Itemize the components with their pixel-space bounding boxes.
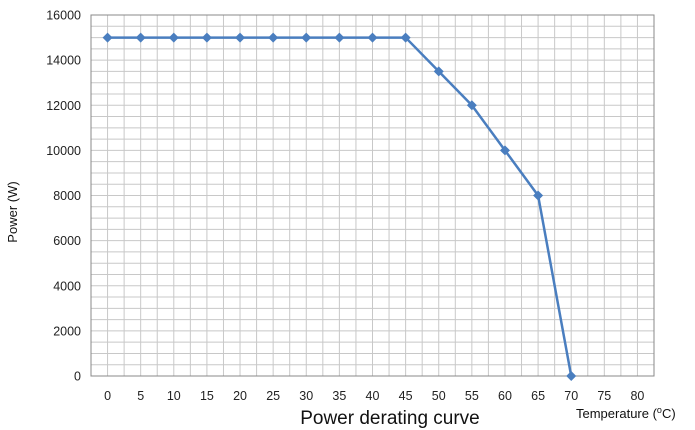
- x-tick-label: 45: [399, 389, 413, 403]
- y-tick-label: 8000: [53, 189, 81, 203]
- x-axis-label-main: Temperature (: [576, 406, 658, 421]
- data-point-marker: [334, 32, 345, 43]
- data-point-marker: [235, 32, 246, 43]
- y-tick-label: 4000: [53, 279, 81, 293]
- chart-title: Power derating curve: [300, 408, 480, 429]
- y-tick-label: 0: [74, 370, 81, 384]
- data-point-marker: [367, 32, 378, 43]
- grid: [90, 14, 655, 377]
- data-point-marker: [566, 371, 577, 381]
- x-axis-label-unit: C): [662, 406, 676, 421]
- y-tick-label: 6000: [53, 234, 81, 248]
- y-tick-label: 16000: [46, 9, 81, 23]
- x-tick-label: 5: [137, 389, 144, 403]
- data-point-marker: [102, 32, 113, 43]
- x-tick-label: 25: [266, 389, 280, 403]
- data-point-marker: [400, 32, 411, 43]
- series-power: [102, 32, 577, 381]
- data-point-marker: [201, 32, 212, 43]
- data-point-marker: [268, 32, 279, 43]
- x-tick-label: 70: [564, 389, 578, 403]
- x-tick-label: 40: [366, 389, 380, 403]
- data-point-marker: [466, 100, 477, 111]
- y-tick-label: 14000: [46, 54, 81, 68]
- plot-frame: [90, 14, 655, 377]
- data-point-marker: [135, 32, 146, 43]
- x-tick-label: 65: [531, 389, 545, 403]
- y-tick-labels: 0 2000 4000 6000 8000 10000 12000 14000 16000: [46, 9, 81, 384]
- data-point-marker: [499, 145, 510, 156]
- y-tick-label: 10000: [46, 144, 81, 158]
- data-point-marker: [433, 66, 444, 77]
- y-tick-label: 12000: [46, 99, 81, 113]
- x-tick-label: 50: [432, 389, 446, 403]
- data-point-marker: [533, 190, 544, 201]
- data-point-marker: [168, 32, 179, 43]
- x-tick-label: 75: [597, 389, 611, 403]
- x-tick-label: 20: [233, 389, 247, 403]
- x-axis-label-superscript: o: [657, 405, 662, 415]
- x-tick-labels: 0 5 10 15 20 25 30 35 40 45 50 55 60 65 70 75 80: [104, 389, 644, 403]
- x-tick-label: 60: [498, 389, 512, 403]
- x-axis-label: Temperature (oC): [576, 405, 676, 421]
- x-tick-label: 15: [200, 389, 214, 403]
- y-tick-label: 2000: [53, 324, 81, 338]
- x-tick-label: 30: [299, 389, 313, 403]
- x-tick-label: 10: [167, 389, 181, 403]
- data-point-marker: [301, 32, 312, 43]
- x-tick-label: 80: [630, 389, 644, 403]
- y-axis-label: Power (W): [5, 181, 20, 242]
- x-tick-label: 35: [332, 389, 346, 403]
- x-tick-label: 55: [465, 389, 479, 403]
- x-tick-label: 0: [104, 389, 111, 403]
